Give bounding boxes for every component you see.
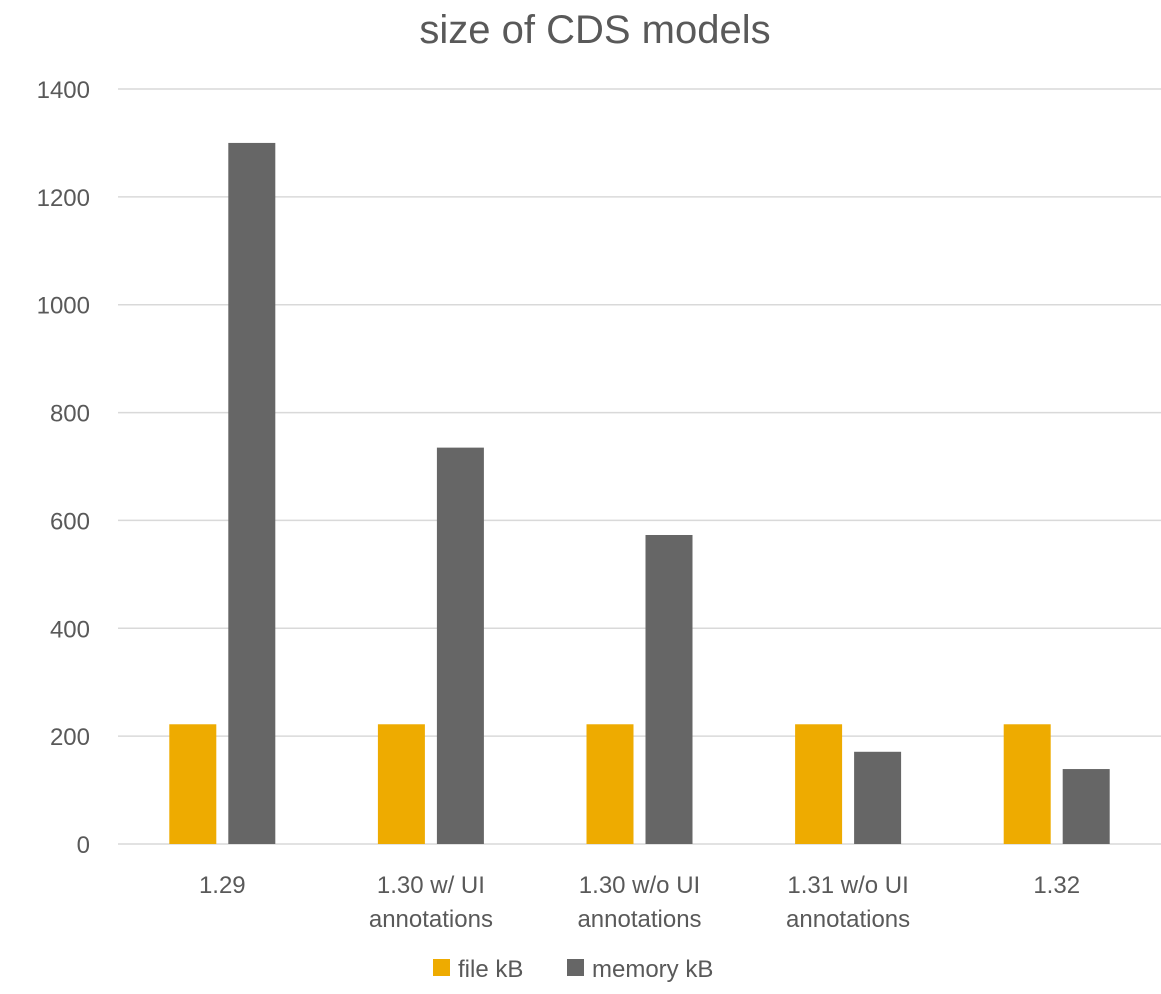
x-tick-label: 1.30 w/o UI (579, 872, 700, 899)
y-tick-label: 1000 (37, 293, 90, 320)
bar-memory-kb-4 (1062, 769, 1110, 844)
bar-file-kb-0 (169, 724, 217, 844)
y-tick-label: 1400 (37, 77, 90, 104)
chart-title: size of CDS models (419, 8, 770, 52)
bar-file-kb-3 (795, 724, 843, 844)
bar-memory-kb-2 (645, 534, 693, 844)
x-tick-label: 1.30 w/ UI (377, 872, 485, 899)
y-tick-label: 600 (50, 508, 90, 535)
bar-memory-kb-0 (228, 142, 276, 844)
gridlines (118, 88, 1161, 845)
x-tick-label: 1.29 (199, 872, 246, 899)
y-tick-label: 0 (77, 832, 90, 859)
x-tick-label: annotations (577, 906, 701, 933)
bar-file-kb-4 (1003, 724, 1051, 844)
bar-file-kb-1 (377, 724, 425, 844)
y-tick-label: 200 (50, 724, 90, 751)
y-tick-label: 800 (50, 401, 90, 428)
x-tick-label: 1.32 (1033, 872, 1080, 899)
legend-swatch (567, 959, 584, 976)
y-axis-ticks: 0 200 400 600 800 1000 1200 1400 (37, 77, 90, 859)
bar-memory-kb-1 (436, 447, 484, 844)
legend: file kB memory kB (433, 956, 713, 983)
x-axis-ticks: 1.29 1.30 w/ UI annotations 1.30 w/o UI anno… (199, 872, 1080, 933)
x-tick-label: annotations (786, 906, 910, 933)
bar-file-kb-2 (586, 724, 634, 844)
bar-memory-kb-3 (854, 751, 902, 844)
y-tick-label: 1200 (37, 185, 90, 212)
legend-label: memory kB (592, 956, 713, 983)
x-tick-label: 1.31 w/o UI (787, 872, 908, 899)
legend-swatch (433, 959, 450, 976)
x-tick-label: annotations (369, 906, 493, 933)
y-tick-label: 400 (50, 616, 90, 643)
bars (169, 142, 1110, 844)
legend-label: file kB (458, 956, 523, 983)
